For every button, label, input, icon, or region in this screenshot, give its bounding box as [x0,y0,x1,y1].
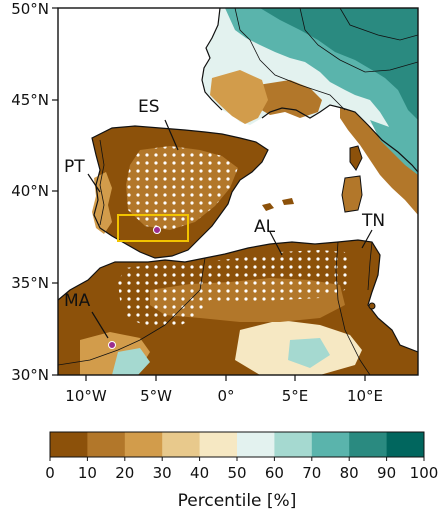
colorbar-swatch [124,432,163,457]
colorbar-swatch [199,432,238,457]
southern-france-tan [210,70,268,124]
iberia-coastline [91,125,269,259]
north-africa-dotted-area [118,250,350,328]
lat-tick-label: 45°N [11,91,49,109]
colorbar-swatch [237,432,275,457]
label-leader-pt [87,173,101,193]
italy-teal-patch [370,120,418,175]
france-coastline [201,8,343,119]
highlight-box [117,214,189,242]
colorbar-tick-label: 30 [153,464,172,482]
colorbar-tick-label: 10 [78,464,97,482]
colorbar-tick-label: 0 [45,464,55,482]
italy-landmass [340,108,418,215]
colorbar-tick-label: 100 [410,464,439,482]
label-leader-al [269,231,283,256]
colorbar-tick-label: 20 [115,464,134,482]
colorbar-tick-label: 40 [190,464,209,482]
colorbar-tick-label: 80 [340,464,359,482]
colorbar-tick-label: 50 [227,464,246,482]
balearic-islands [262,198,294,211]
islands-coastline [341,145,363,213]
colorbar-title: Percentile [%] [178,491,297,511]
lon-tick-label: 5°W [140,387,172,405]
sardinia [342,176,362,212]
region-label-tn: TN [361,211,385,231]
colorbar-swatch [162,432,201,457]
region-label-al: AL [254,217,276,237]
colorbar: 0 10 20 30 40 50 60 70 80 90 100 [45,431,439,482]
colorbar-swatch [311,432,350,457]
label-leader-ma [91,311,109,339]
region-label-pt: PT [64,157,85,177]
station-marker-spain [153,226,161,234]
italy-coastline [341,107,418,173]
colorbar-swatch [50,432,88,457]
colorbar-swatch [386,432,425,457]
region-label-es: ES [138,97,160,117]
label-leader-tn [361,229,373,249]
north-africa-coastline [58,239,418,353]
longitude-axis: 10°W 5°W 0° 5°E 10°E [65,375,383,405]
colorbar-swatch [349,432,388,457]
colorbar-swatch [87,432,126,457]
iberia-dotted-area [126,146,238,230]
colorbar-tick-label: 70 [302,464,321,482]
lon-tick-label: 5°E [282,387,309,405]
map-panel [58,8,418,375]
colorbar-swatch [274,432,313,457]
lat-tick-label: 40°N [11,182,49,200]
label-leader-es [164,119,179,151]
lat-tick-label: 30°N [11,366,49,384]
station-marker-morocco [108,341,116,349]
lon-tick-label: 0° [217,387,234,405]
colorbar-tick-label: 60 [265,464,284,482]
latitude-axis: 50°N 45°N 40°N 35°N 30°N [11,0,58,384]
region-label-ma: MA [64,291,91,311]
europe-dark-teal-patch [260,8,418,120]
lon-tick-label: 10°W [65,387,107,405]
saharan-teal-patch [112,338,330,375]
lat-tick-label: 50°N [11,0,49,18]
lat-tick-label: 35°N [11,274,49,292]
station-marker-tunisia [368,302,376,310]
colorbar-tick-label: 90 [377,464,396,482]
alps-brown-patch [258,80,322,118]
lon-tick-label: 10°E [347,387,383,405]
country-borders [58,8,418,375]
